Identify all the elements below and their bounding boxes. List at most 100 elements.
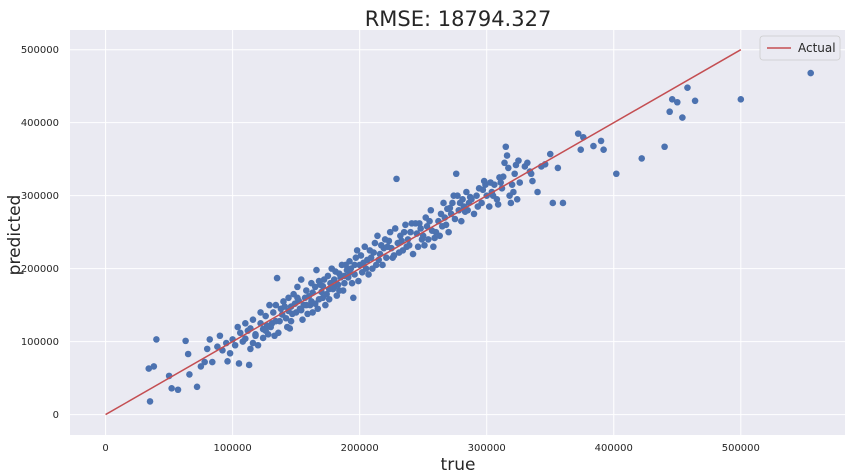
data-point (372, 261, 380, 269)
data-point (315, 277, 323, 285)
x-axis-label: true (441, 455, 476, 475)
y-axis-label: predicted (5, 195, 25, 276)
data-point (234, 323, 242, 331)
data-point (501, 159, 508, 167)
data-point (174, 386, 182, 394)
data-point (474, 203, 482, 210)
data-point (269, 309, 277, 316)
data-point (332, 268, 339, 275)
y-tick-label: 300000 (21, 191, 59, 202)
data-point (807, 69, 814, 77)
data-point (390, 252, 398, 259)
data-point (287, 317, 295, 325)
data-point (559, 199, 567, 207)
data-point (679, 114, 686, 121)
data-point (427, 206, 435, 214)
data-point (407, 228, 414, 236)
data-point (426, 217, 433, 225)
data-point (494, 201, 502, 208)
data-point (235, 360, 243, 367)
data-point (600, 146, 607, 153)
x-tick-label: 100000 (214, 443, 252, 454)
data-point (303, 301, 310, 309)
data-point (254, 341, 262, 349)
data-point (430, 243, 437, 251)
data-point (371, 239, 379, 247)
data-point (391, 225, 399, 232)
data-point (245, 361, 253, 369)
data-point (294, 294, 301, 302)
data-point (418, 236, 426, 243)
data-point (473, 192, 480, 199)
data-point (549, 199, 557, 207)
data-point (449, 199, 456, 207)
y-tick-label: 400000 (21, 118, 59, 129)
data-point (208, 358, 216, 366)
data-point (273, 274, 281, 282)
data-point (297, 276, 305, 283)
data-point (168, 384, 175, 392)
data-point (395, 249, 403, 256)
data-point (379, 261, 386, 269)
data-point (333, 292, 341, 299)
data-point (489, 192, 497, 199)
data-point (206, 336, 214, 343)
data-point (482, 181, 489, 189)
data-point (304, 310, 311, 318)
data-point (510, 188, 517, 196)
data-point (438, 222, 446, 230)
data-point (507, 199, 515, 207)
data-point (513, 195, 521, 203)
data-point (353, 247, 361, 254)
data-point (445, 228, 452, 236)
data-point (534, 188, 541, 196)
data-point (440, 199, 447, 207)
data-point (226, 349, 234, 357)
data-point (479, 186, 487, 194)
data-point (512, 161, 520, 169)
data-point (352, 254, 360, 261)
legend-box (759, 35, 841, 61)
data-point (266, 301, 273, 309)
data-point (294, 283, 301, 291)
data-point (247, 345, 254, 353)
data-point (554, 164, 562, 172)
data-point (283, 323, 291, 331)
data-point (414, 243, 422, 251)
data-point (357, 252, 365, 259)
data-point (257, 309, 264, 316)
x-tick-label: 400000 (595, 443, 633, 454)
data-point (252, 332, 259, 340)
data-point (324, 272, 332, 280)
actual-line (105, 49, 742, 416)
data-point (276, 317, 283, 325)
data-point (638, 155, 646, 162)
data-point (487, 179, 494, 186)
data-point (466, 193, 474, 201)
data-point (299, 316, 306, 324)
data-point (197, 363, 205, 370)
data-point (508, 181, 516, 189)
y-tick-label: 200000 (21, 264, 59, 275)
legend: Actual (759, 35, 841, 61)
data-point (421, 241, 428, 249)
x-tick-label: 200000 (341, 443, 379, 454)
data-point (505, 164, 512, 172)
data-point (464, 206, 471, 214)
data-point (452, 170, 460, 178)
data-point (666, 108, 673, 116)
data-point (322, 301, 329, 309)
data-point (272, 301, 280, 309)
data-point (502, 143, 510, 151)
data-point (377, 241, 385, 249)
data-point (319, 282, 327, 290)
data-point (497, 179, 504, 186)
data-point (673, 98, 681, 106)
data-point (451, 215, 459, 223)
x-tick-label: 0 (102, 443, 108, 454)
data-point (323, 290, 330, 298)
data-point (145, 365, 153, 372)
data-point (314, 305, 322, 313)
data-point (408, 220, 416, 227)
data-point (499, 173, 507, 180)
